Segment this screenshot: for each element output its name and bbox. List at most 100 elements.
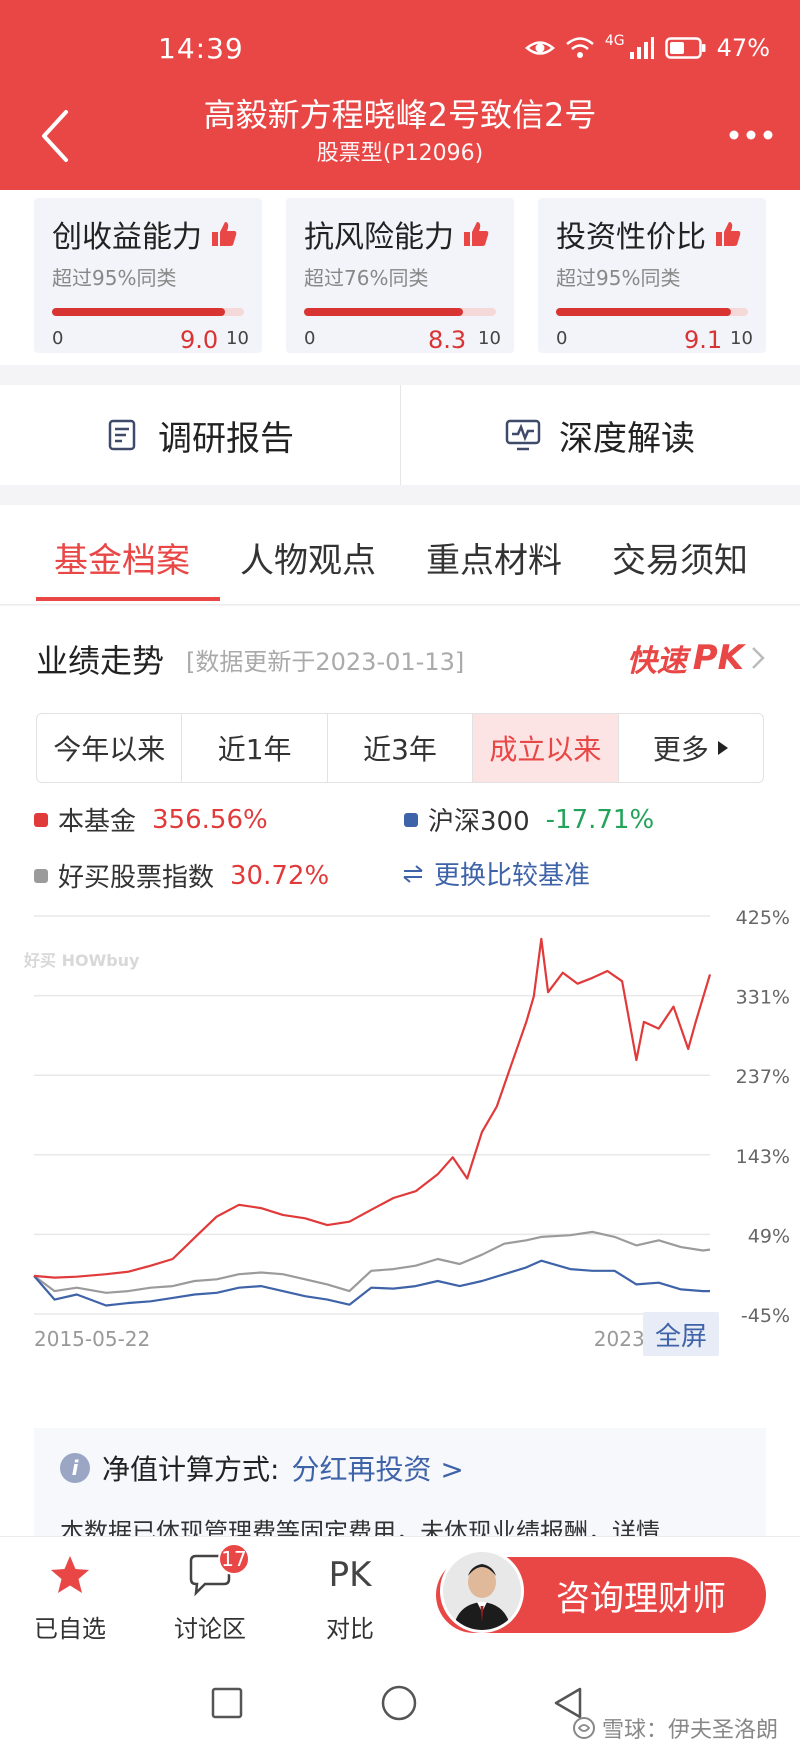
period-3y[interactable]: 近3年 [328, 714, 474, 782]
period-selector: 今年以来 近1年 近3年 成立以来 更多 [36, 713, 764, 783]
quick-pk-button[interactable]: 快速 PK [627, 636, 766, 680]
legend-dot-hs300 [404, 812, 418, 827]
score-title-text: 创收益能力 [52, 220, 202, 255]
info-icon[interactable]: i [60, 1453, 90, 1483]
status-bar: 14:39 4G 47% [0, 30, 800, 70]
recent-apps-icon[interactable] [210, 1686, 244, 1720]
xueqiu-logo-icon [572, 1717, 595, 1739]
legend-index-value: 30.72% [230, 860, 330, 891]
favorite-button[interactable]: 已自选 [10, 1551, 130, 1644]
legend-fund-name: 本基金 [58, 807, 137, 837]
deep-analysis-label: 深度解读 [559, 418, 695, 459]
y-tick-label: 49% [748, 1225, 790, 1247]
active-tab-indicator [36, 597, 220, 601]
more-dots-icon [729, 130, 773, 140]
period-1y[interactable]: 近1年 [182, 714, 328, 782]
switch-benchmark-button[interactable]: 更换比较基准 [402, 855, 590, 892]
discussion-button[interactable]: 17 讨论区 [150, 1543, 270, 1644]
deep-analysis-button[interactable]: 深度解读 [400, 385, 800, 485]
discussion-label: 讨论区 [174, 1615, 246, 1643]
score-min: 0 [52, 328, 64, 349]
score-track [556, 308, 748, 316]
tab-bar: 基金档案 人物观点 重点材料 交易须知 [0, 505, 800, 605]
switch-benchmark-label: 更换比较基准 [434, 861, 591, 891]
monitor-chart-icon [505, 419, 541, 451]
thumbs-up-icon [464, 222, 489, 246]
chat-icon-wrap: 17 [150, 1543, 270, 1599]
nav-method-row: i 净值计算方式: 分红再投资 > [60, 1448, 464, 1488]
score-max: 10 [478, 328, 501, 349]
period-since-inception[interactable]: 成立以来 [473, 714, 619, 782]
score-card-return[interactable]: 创收益能力 超过95%同类 0 9.0 10 [34, 198, 262, 354]
score-max: 10 [730, 328, 753, 349]
compare-button[interactable]: PK 对比 [290, 1551, 410, 1644]
nav-method-panel: i 净值计算方式: 分红再投资 > 本数据已体现管理费等固定费用，未体现业绩报酬… [34, 1428, 766, 1546]
tab-key-materials[interactable]: 重点材料 [426, 541, 562, 581]
back-triangle-icon[interactable] [552, 1686, 584, 1720]
quick-pk-label: 快速 [626, 644, 687, 679]
discussion-badge: 17 [218, 1543, 250, 1575]
more-button[interactable] [726, 120, 776, 150]
thumbs-up-icon [212, 222, 237, 246]
score-value: 9.1 [684, 326, 723, 354]
legend-dot-fund [34, 812, 48, 827]
score-percentile: 超过95%同类 [556, 266, 681, 290]
legend-index-name: 好买股票指数 [58, 863, 215, 893]
xueqiu-watermark: 雪球：伊夫圣洛朗 [572, 1712, 778, 1744]
period-ytd[interactable]: 今年以来 [37, 714, 183, 782]
document-icon [108, 419, 136, 451]
legend-hs300-value: -17.71% [545, 804, 655, 835]
period-more[interactable]: 更多 [619, 714, 763, 782]
wifi-icon [566, 37, 594, 58]
star-icon [51, 1556, 89, 1593]
fund-type-code: 股票型(P12096) [316, 141, 484, 166]
advisor-avatar[interactable] [440, 1549, 524, 1633]
score-min: 0 [556, 328, 568, 349]
research-report-label: 调研报告 [158, 418, 294, 459]
y-tick-label: 331% [736, 987, 790, 1009]
legend-hs300: 沪深300 -17.71% [404, 801, 654, 838]
y-tick-label: 143% [736, 1146, 790, 1168]
home-icon[interactable] [380, 1684, 418, 1722]
nav-method-link[interactable]: 分红再投资 > [291, 1453, 464, 1486]
system-navigation-bar: 雪球：伊夫圣洛朗 [0, 1656, 800, 1760]
research-report-button[interactable]: 调研报告 [0, 385, 400, 485]
score-card-value[interactable]: 投资性价比 超过95%同类 0 9.1 10 [538, 198, 766, 354]
score-track [304, 308, 496, 316]
eye-icon [524, 41, 555, 55]
performance-title: 业绩走势 [36, 642, 165, 680]
favorite-label: 已自选 [34, 1615, 106, 1643]
y-tick-label: 425% [736, 907, 790, 929]
chat-bubble-icon [189, 1554, 231, 1597]
legend-dot-index [34, 868, 48, 883]
performance-chart-svg: 425% 331% 237% 143% 49% -45% 好买 HOWbuy 2015-05-… [23, 907, 790, 1351]
fullscreen-button[interactable]: 全屏 [643, 1312, 719, 1356]
xueqiu-watermark-text: 雪球：伊夫圣洛朗 [601, 1718, 778, 1743]
y-tick-label: -45% [741, 1305, 790, 1327]
quick-pk-bold: PK [692, 638, 744, 678]
legend-fund: 本基金 356.56% [34, 801, 268, 838]
score-value: 9.0 [180, 326, 219, 354]
data-update-date: [数据更新于2023-01-13] [186, 648, 465, 676]
score-title-text: 投资性价比 [556, 220, 706, 255]
advisor-avatar-image [443, 1552, 521, 1630]
back-button[interactable] [36, 108, 76, 164]
performance-chart[interactable]: 425% 331% 237% 143% 49% -45% 好买 HOWbuy 2015-05-… [0, 906, 800, 1486]
chevron-left-icon [42, 110, 68, 162]
score-title: 投资性价比 [556, 212, 742, 256]
score-card-risk[interactable]: 抗风险能力 超过76%同类 0 8.3 10 [286, 198, 514, 354]
score-fill [556, 308, 731, 316]
tab-trading-notes[interactable]: 交易须知 [612, 541, 748, 581]
compare-label: 对比 [326, 1615, 374, 1643]
nav-method-label: 净值计算方式: [102, 1453, 280, 1486]
chevron-right-icon [752, 647, 765, 669]
y-tick-label: 237% [736, 1066, 790, 1088]
score-min: 0 [304, 328, 316, 349]
signal-icon [629, 37, 654, 59]
tab-fund-profile[interactable]: 基金档案 [54, 541, 190, 581]
tab-people-views[interactable]: 人物观点 [240, 541, 376, 581]
series-line-2 [33, 1230, 711, 1294]
score-title-text: 抗风险能力 [304, 220, 454, 255]
score-percentile: 超过76%同类 [304, 266, 429, 290]
